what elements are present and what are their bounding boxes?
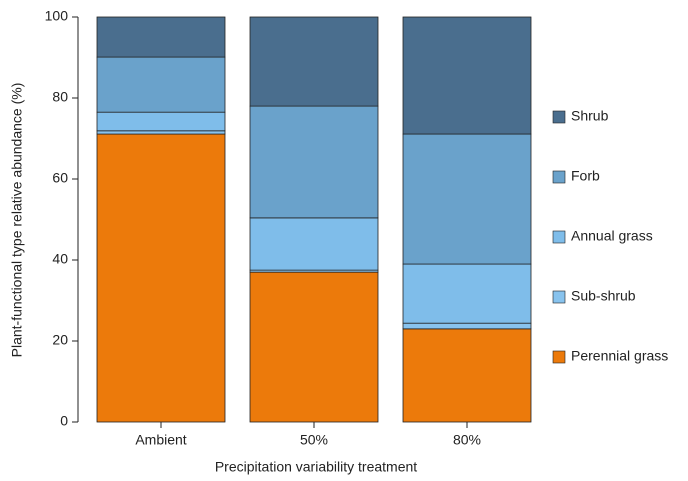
y-tick-label: 0: [60, 413, 68, 429]
bar-segment: [249, 217, 379, 271]
legend-swatch: [552, 230, 566, 244]
x-tick-label: Ambient: [135, 432, 186, 448]
x-tick-label: 80%: [453, 432, 481, 448]
legend-swatch: [552, 290, 566, 304]
y-tick-label: 40: [52, 251, 68, 267]
legend-swatch: [552, 170, 566, 184]
bar-segment: [249, 105, 379, 219]
bar-segment: [96, 16, 226, 58]
legend-swatch: [552, 350, 566, 364]
bar-segment: [96, 111, 226, 132]
y-tick-label: 60: [52, 170, 68, 186]
bar-segment: [402, 133, 532, 265]
x-axis-label: Precipitation variability treatment: [215, 459, 417, 475]
legend-label: Annual grass: [571, 228, 653, 244]
bar-segment: [402, 328, 532, 423]
x-tick-label: 50%: [300, 432, 328, 448]
y-tick-label: 80: [52, 89, 68, 105]
legend-label: Perennial grass: [571, 348, 668, 364]
bar-segment: [96, 130, 226, 135]
legend-label: Forb: [571, 168, 600, 184]
bar-segment: [249, 271, 379, 423]
bar-segment: [249, 16, 379, 107]
y-tick-label: 20: [52, 332, 68, 348]
legend-label: Sub-shrub: [571, 288, 636, 304]
y-axis-label: Plant-functional type relative abundance…: [9, 83, 25, 358]
legend-label: Shrub: [571, 108, 609, 124]
legend-swatch: [552, 110, 566, 124]
bar-segment: [402, 263, 532, 324]
bar-segment: [96, 133, 226, 423]
bar-segment: [96, 56, 226, 113]
bar-segment: [402, 322, 532, 330]
y-tick-label: 100: [45, 8, 69, 24]
bar-segment: [402, 16, 532, 135]
